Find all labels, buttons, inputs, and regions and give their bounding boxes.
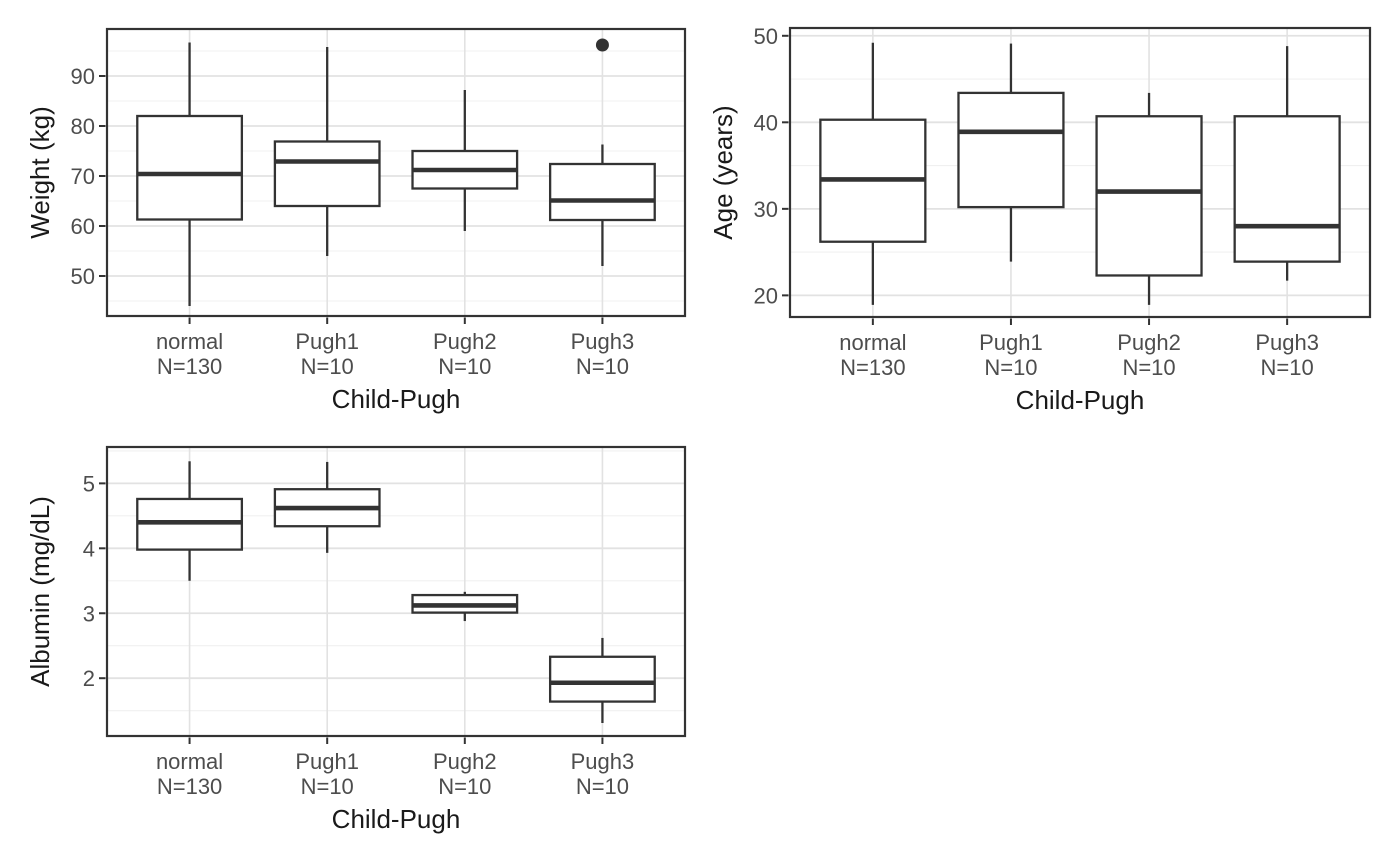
y-tick-label: 5 bbox=[83, 471, 95, 496]
y-axis-title: Age (years) bbox=[708, 105, 738, 239]
x-tick-label-line1: Pugh2 bbox=[433, 329, 497, 354]
x-tick-label-line1: Pugh1 bbox=[979, 330, 1043, 355]
y-tick-label: 80 bbox=[71, 114, 95, 139]
x-tick-label-line2: N=10 bbox=[438, 354, 491, 379]
box-Pugh1 bbox=[273, 47, 381, 256]
y-tick-label: 70 bbox=[71, 164, 95, 189]
x-axis-title: Child-Pugh bbox=[1016, 385, 1145, 415]
iqr-box bbox=[136, 114, 244, 221]
x-tick-label-line2: N=130 bbox=[157, 354, 222, 379]
y-axis-title: Albumin (mg/dL) bbox=[25, 496, 55, 687]
box-normal bbox=[136, 42, 244, 306]
y-tick-label: 30 bbox=[754, 197, 778, 222]
x-tick-label-line2: N=130 bbox=[840, 355, 905, 380]
box-Pugh2 bbox=[1095, 92, 1203, 305]
x-tick-label-line1: Pugh1 bbox=[295, 329, 359, 354]
axis-ticks bbox=[782, 34, 1289, 325]
axis-ticks bbox=[99, 482, 604, 744]
box-Pugh2 bbox=[411, 90, 519, 231]
panel-border bbox=[105, 445, 687, 738]
x-tick-label-line2: N=10 bbox=[438, 774, 491, 799]
x-tick-label-line2: N=10 bbox=[301, 354, 354, 379]
panel-border bbox=[105, 27, 687, 318]
chart-cell-weight: 50 60 70 80 90 normal N=130 Pugh1 N=10 Pugh2 N=10 P… bbox=[0, 0, 700, 433]
chart-cell-age: 20 30 40 50 normal N=130 Pugh1 N=10 Pugh2 N=10 Pug… bbox=[700, 0, 1400, 433]
age-boxplot-chart: 20304050normalN=130Pugh1N=10Pugh2N=10Pug… bbox=[708, 24, 1372, 415]
outlier-point bbox=[595, 38, 609, 52]
y-tick-label: 60 bbox=[71, 214, 95, 239]
albumin-boxplot-chart: 2345normalN=130Pugh1N=10Pugh2N=10Pugh3N=… bbox=[25, 445, 687, 834]
x-tick-label-line1: Pugh2 bbox=[1117, 330, 1181, 355]
x-tick-label-line2: N=10 bbox=[1261, 355, 1314, 380]
chart-cell-empty bbox=[700, 433, 1400, 866]
y-tick-label: 50 bbox=[754, 24, 778, 49]
x-tick-label-line2: N=10 bbox=[301, 774, 354, 799]
x-tick-label-line1: Pugh3 bbox=[571, 749, 635, 774]
x-axis-title: Child-Pugh bbox=[332, 384, 461, 414]
iqr-box bbox=[957, 91, 1065, 209]
iqr-box bbox=[1233, 115, 1341, 263]
panel-border bbox=[788, 26, 1372, 319]
iqr-box bbox=[273, 140, 381, 208]
chart-cell-albumin: 2 3 4 5 normal N=130 Pugh1 N=10 Pugh2 N=10 Pugh3 N=… bbox=[0, 433, 700, 866]
x-tick-label-line1: Pugh1 bbox=[295, 749, 359, 774]
box-Pugh3 bbox=[548, 38, 656, 266]
x-tick-label-line1: normal bbox=[156, 329, 223, 354]
box-normal bbox=[136, 461, 244, 581]
x-axis-title: Child-Pugh bbox=[332, 804, 461, 834]
box-normal bbox=[819, 42, 927, 305]
y-tick-label: 2 bbox=[83, 666, 95, 691]
iqr-box bbox=[548, 655, 656, 703]
x-tick-label-line1: normal bbox=[839, 330, 906, 355]
y-tick-label: 40 bbox=[754, 110, 778, 135]
box-Pugh3 bbox=[1233, 46, 1341, 281]
weight-boxplot-chart: 5060708090normalN=130Pugh1N=10Pugh2N=10P… bbox=[25, 27, 687, 414]
x-tick-label-line1: normal bbox=[156, 749, 223, 774]
box-Pugh1 bbox=[957, 43, 1065, 262]
y-tick-label: 50 bbox=[71, 264, 95, 289]
x-tick-label-line1: Pugh3 bbox=[571, 329, 635, 354]
y-tick-label: 4 bbox=[83, 536, 95, 561]
x-tick-label-line1: Pugh3 bbox=[1255, 330, 1319, 355]
iqr-box bbox=[548, 162, 656, 222]
x-tick-label-line2: N=10 bbox=[576, 354, 629, 379]
x-tick-label-line2: N=10 bbox=[576, 774, 629, 799]
x-tick-label-line2: N=10 bbox=[984, 355, 1037, 380]
y-tick-label: 3 bbox=[83, 601, 95, 626]
x-tick-label-line1: Pugh2 bbox=[433, 749, 497, 774]
axis-ticks bbox=[99, 75, 604, 324]
box-Pugh1 bbox=[273, 461, 381, 553]
y-axis-title: Weight (kg) bbox=[25, 106, 55, 238]
y-tick-label: 20 bbox=[754, 283, 778, 308]
box-Pugh2 bbox=[411, 591, 519, 622]
y-tick-label: 90 bbox=[71, 64, 95, 89]
box-Pugh3 bbox=[548, 637, 656, 724]
x-tick-label-line2: N=10 bbox=[1122, 355, 1175, 380]
x-tick-label-line2: N=130 bbox=[157, 774, 222, 799]
iqr-box bbox=[1095, 115, 1203, 277]
